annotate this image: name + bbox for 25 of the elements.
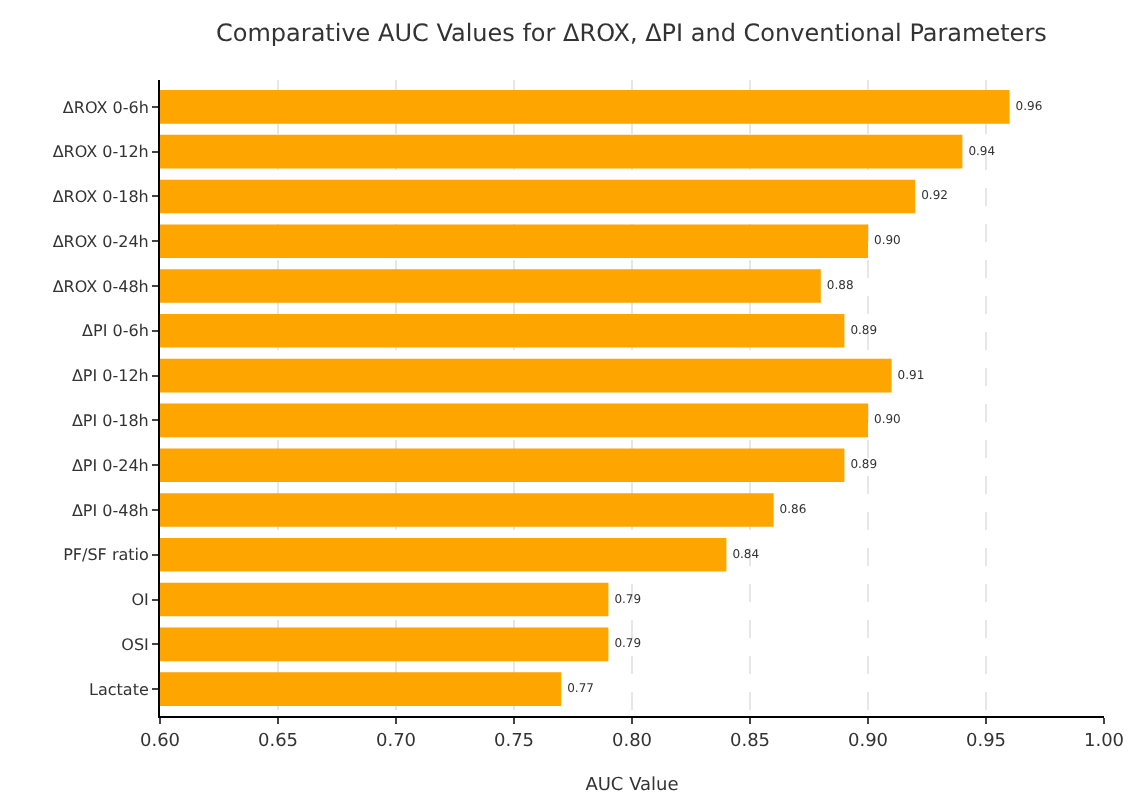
x-tick-label: 0.85 <box>729 731 771 752</box>
x-tick-label: 0.75 <box>493 731 535 752</box>
y-tick-label: ΔROX 0-12h <box>52 143 149 162</box>
y-tick-label: ΔROX 0-18h <box>52 188 149 207</box>
x-tick-label: 1.00 <box>1083 731 1125 752</box>
y-tick-label: ΔROX 0-6h <box>62 98 149 117</box>
y-tick-label: OI <box>131 591 149 610</box>
y-tick-label: ΔPI 0-12h <box>71 367 149 386</box>
x-tick-label: 0.80 <box>611 731 653 752</box>
y-tick-label: Lactate <box>89 680 149 699</box>
x-tick-label: 0.95 <box>965 731 1007 752</box>
y-tick-label: ΔPI 0-48h <box>71 501 149 520</box>
x-tick-label: 0.60 <box>139 731 181 752</box>
y-tick-label: OSI <box>121 635 149 654</box>
x-axis-title: AUC Value <box>585 776 680 796</box>
chart-title: Comparative AUC Values for ΔROX, ΔPI and Conventional Parameters <box>216 18 1047 47</box>
x-tick-label: 0.90 <box>847 731 889 752</box>
y-tick-label: ΔPI 0-18h <box>71 412 149 430</box>
y-tick-label: ΔROX 0-24h <box>52 232 149 251</box>
y-tick-label: ΔPI 0-24h <box>71 456 149 475</box>
y-tick-label: ΔROX 0-48h <box>52 277 149 296</box>
y-tick-label: PF/SF ratio <box>63 546 149 565</box>
y-tick-label: ΔPI 0-6h <box>82 322 149 341</box>
x-tick-label: 0.65 <box>257 731 299 752</box>
x-tick-label: 0.70 <box>375 731 417 752</box>
